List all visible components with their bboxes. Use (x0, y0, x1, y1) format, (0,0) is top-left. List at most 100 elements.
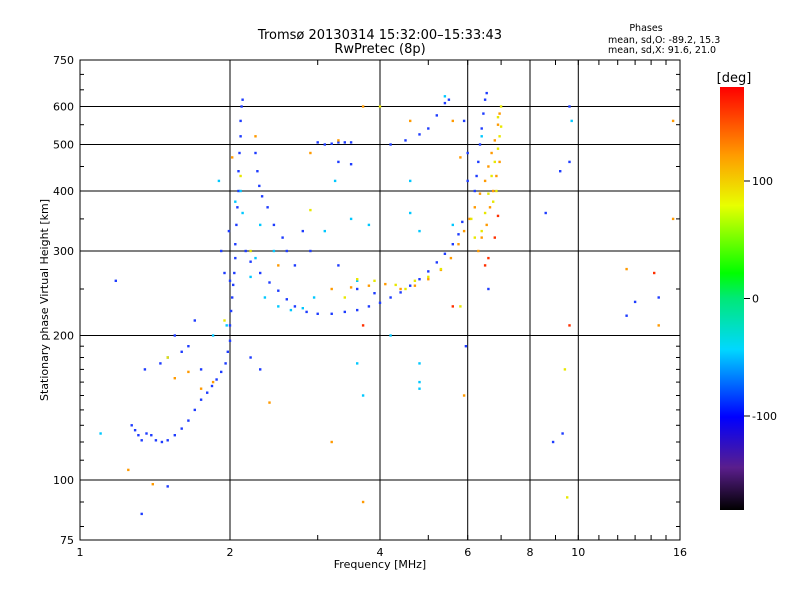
data-point (281, 236, 284, 239)
data-point (193, 319, 196, 322)
data-point (301, 307, 304, 310)
data-point (418, 278, 421, 281)
data-point (485, 223, 488, 227)
data-point (206, 391, 209, 394)
data-point (462, 119, 466, 123)
data-point (199, 398, 203, 401)
y-tick-label: 200 (53, 330, 74, 343)
data-point (173, 334, 176, 337)
data-point (566, 496, 569, 499)
data-point (378, 301, 382, 304)
data-point (220, 249, 223, 253)
data-point (427, 270, 430, 273)
data-point (633, 300, 637, 304)
data-point (356, 362, 359, 365)
data-point (337, 160, 340, 164)
data-point (361, 500, 365, 504)
data-point (193, 408, 196, 412)
data-point (367, 305, 371, 308)
data-point (473, 236, 476, 239)
data-point (483, 98, 487, 101)
data-point (309, 151, 312, 155)
phase-info-extraordinary: mean, sd,X: 91.6, 21.0 (608, 45, 716, 56)
data-point (657, 324, 660, 327)
data-point (361, 105, 365, 108)
data-point (389, 296, 392, 299)
data-point (316, 312, 319, 315)
data-point (228, 339, 232, 342)
data-point (492, 189, 495, 193)
data-point (260, 195, 264, 198)
series-yellow_points (166, 105, 569, 499)
chart-subtitle: RwPretec (8p) (334, 42, 425, 57)
data-point (249, 356, 252, 359)
data-point (418, 133, 421, 136)
data-point (343, 141, 346, 144)
data-point (485, 91, 488, 95)
data-point (166, 439, 169, 442)
data-point (173, 377, 176, 380)
data-point (277, 264, 280, 267)
colorbar-gradient (720, 87, 744, 510)
data-point (268, 401, 271, 404)
data-point (671, 119, 675, 123)
data-point (394, 283, 397, 287)
data-point (473, 189, 476, 193)
data-point (236, 206, 239, 209)
data-point (480, 229, 483, 233)
data-point (337, 141, 340, 144)
data-point (140, 512, 143, 516)
data-point (211, 380, 215, 384)
data-point (361, 324, 365, 327)
data-point (451, 119, 454, 123)
data-point (439, 267, 443, 271)
data-point (316, 141, 319, 144)
data-point (568, 160, 571, 164)
data-point (229, 309, 233, 313)
data-point (285, 249, 288, 253)
data-point (289, 308, 293, 312)
data-point (466, 151, 469, 155)
data-point (223, 271, 226, 275)
data-point (187, 370, 190, 374)
data-point (457, 233, 460, 236)
data-point (237, 189, 240, 193)
data-point (323, 229, 326, 233)
colorbar-tick-label: 100 (752, 175, 773, 188)
data-point (356, 279, 359, 282)
data-point (487, 256, 490, 260)
data-point (237, 170, 240, 173)
data-point (490, 151, 493, 155)
data-point (480, 135, 483, 138)
data-point (378, 105, 382, 108)
data-point (154, 439, 158, 442)
data-point (254, 135, 257, 138)
data-point (140, 439, 143, 442)
plot-area: 1 2 4 6 8 10 16 75 100 200 300 400 500 600 750 (53, 54, 687, 559)
data-point (145, 432, 148, 435)
data-point (487, 192, 490, 195)
data-point (568, 324, 571, 327)
data-point (249, 275, 252, 279)
data-point (495, 189, 498, 193)
data-point (159, 362, 162, 365)
data-point (114, 279, 117, 282)
data-point (227, 229, 231, 233)
data-point (333, 179, 337, 183)
x-axis-label: Frequency [MHz] (334, 558, 426, 571)
data-point (166, 356, 169, 359)
data-point (249, 249, 252, 253)
data-point (427, 127, 430, 130)
data-point (166, 485, 169, 488)
data-point (418, 229, 421, 233)
data-point (499, 105, 503, 108)
data-point (180, 427, 183, 430)
data-point (160, 440, 164, 444)
data-point (225, 324, 228, 327)
data-point (373, 292, 376, 295)
data-point (130, 424, 133, 427)
data-point (312, 296, 316, 299)
colorbar-tick-label: -100 (752, 410, 777, 423)
phase-info-label: Phases (629, 23, 662, 34)
data-point (234, 243, 237, 246)
